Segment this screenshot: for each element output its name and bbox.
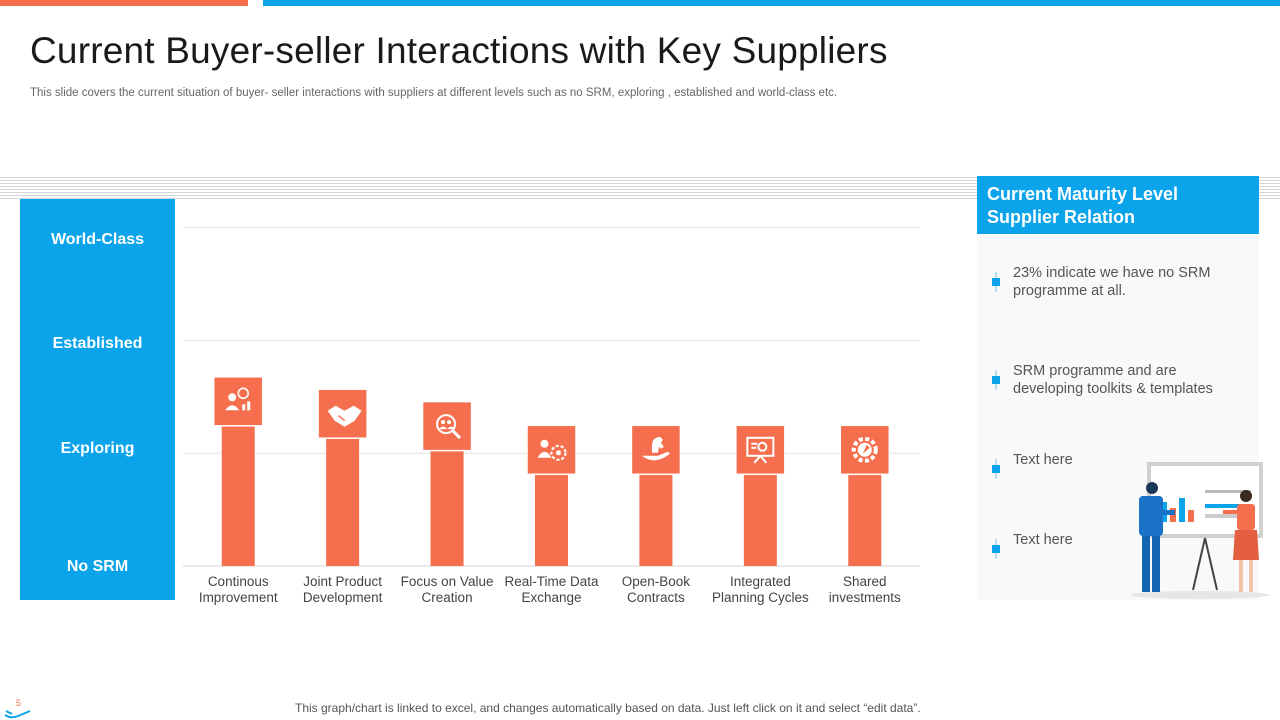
bullet-marker-icon <box>992 272 1000 292</box>
bar-icon-box <box>839 424 891 476</box>
top-accent-bar-blue <box>263 0 1280 6</box>
maturity-level-axis: World-Class Established Exploring No SRM <box>20 199 175 600</box>
category-label: Open-Book Contracts <box>622 574 691 605</box>
brand-hand-icon <box>4 710 31 719</box>
bullet-marker-icon <box>992 539 1000 559</box>
bullet-marker-icon <box>992 459 1000 479</box>
footer-note: This graph/chart is linked to excel, and… <box>295 701 921 715</box>
side-bullet-text: Text here <box>1013 452 1073 468</box>
bar-icon-box <box>421 400 473 452</box>
category-label: Shared investments <box>829 574 901 605</box>
category-label: Integrated Planning Cycles <box>712 574 809 605</box>
business-people-presentation-illustration <box>1130 462 1270 599</box>
bar <box>326 413 360 566</box>
level-label-no-srm: No SRM <box>66 558 129 575</box>
page-title: Current Buyer-seller Interactions with K… <box>30 30 888 71</box>
people-search-icon <box>436 414 462 440</box>
level-label-world-class: World-Class <box>50 231 145 248</box>
top-accent-bar-orange <box>0 0 248 6</box>
hand-chess-knight-icon <box>641 436 670 461</box>
team-idea-icon <box>225 387 251 411</box>
handshake-icon <box>327 405 362 427</box>
category-label: Joint Product Development <box>303 574 383 605</box>
category-label: Real-Time Data Exchange <box>504 574 599 605</box>
side-bullet-text: SRM programme and are developing toolkit… <box>1013 363 1213 397</box>
side-panel-title-line1: Current Maturity Level <box>987 184 1179 204</box>
side-panel-title-line2: Supplier Relation <box>987 207 1136 227</box>
presentation-board-icon <box>746 436 775 464</box>
bar-icon-box <box>526 424 577 476</box>
level-label-exploring: Exploring <box>60 440 135 457</box>
side-bullet-text: 23% indicate we have no SRM programme at… <box>1013 265 1211 299</box>
person-gear-icon <box>537 439 567 461</box>
bar-icon-box <box>735 424 786 476</box>
bar-icon-box <box>212 376 264 427</box>
page-number: 5 <box>16 698 22 708</box>
side-panel-header: Current Maturity Level Supplier Relation <box>977 176 1259 234</box>
category-label: Focus on Value Creation <box>401 574 494 605</box>
bar <box>221 401 255 566</box>
level-label-established: Established <box>52 335 143 352</box>
side-bullet-text: Text here <box>1013 532 1073 548</box>
page-subtitle: This slide covers the current situation … <box>30 87 838 99</box>
maturity-bar-chart: Continous Improvement Joint Product Develo… <box>183 227 920 605</box>
decorative-stripes <box>0 177 1280 199</box>
gear-rocket-icon <box>851 436 878 463</box>
bullet-marker-icon <box>992 370 1000 390</box>
category-label: Continous Improvement <box>199 574 278 605</box>
